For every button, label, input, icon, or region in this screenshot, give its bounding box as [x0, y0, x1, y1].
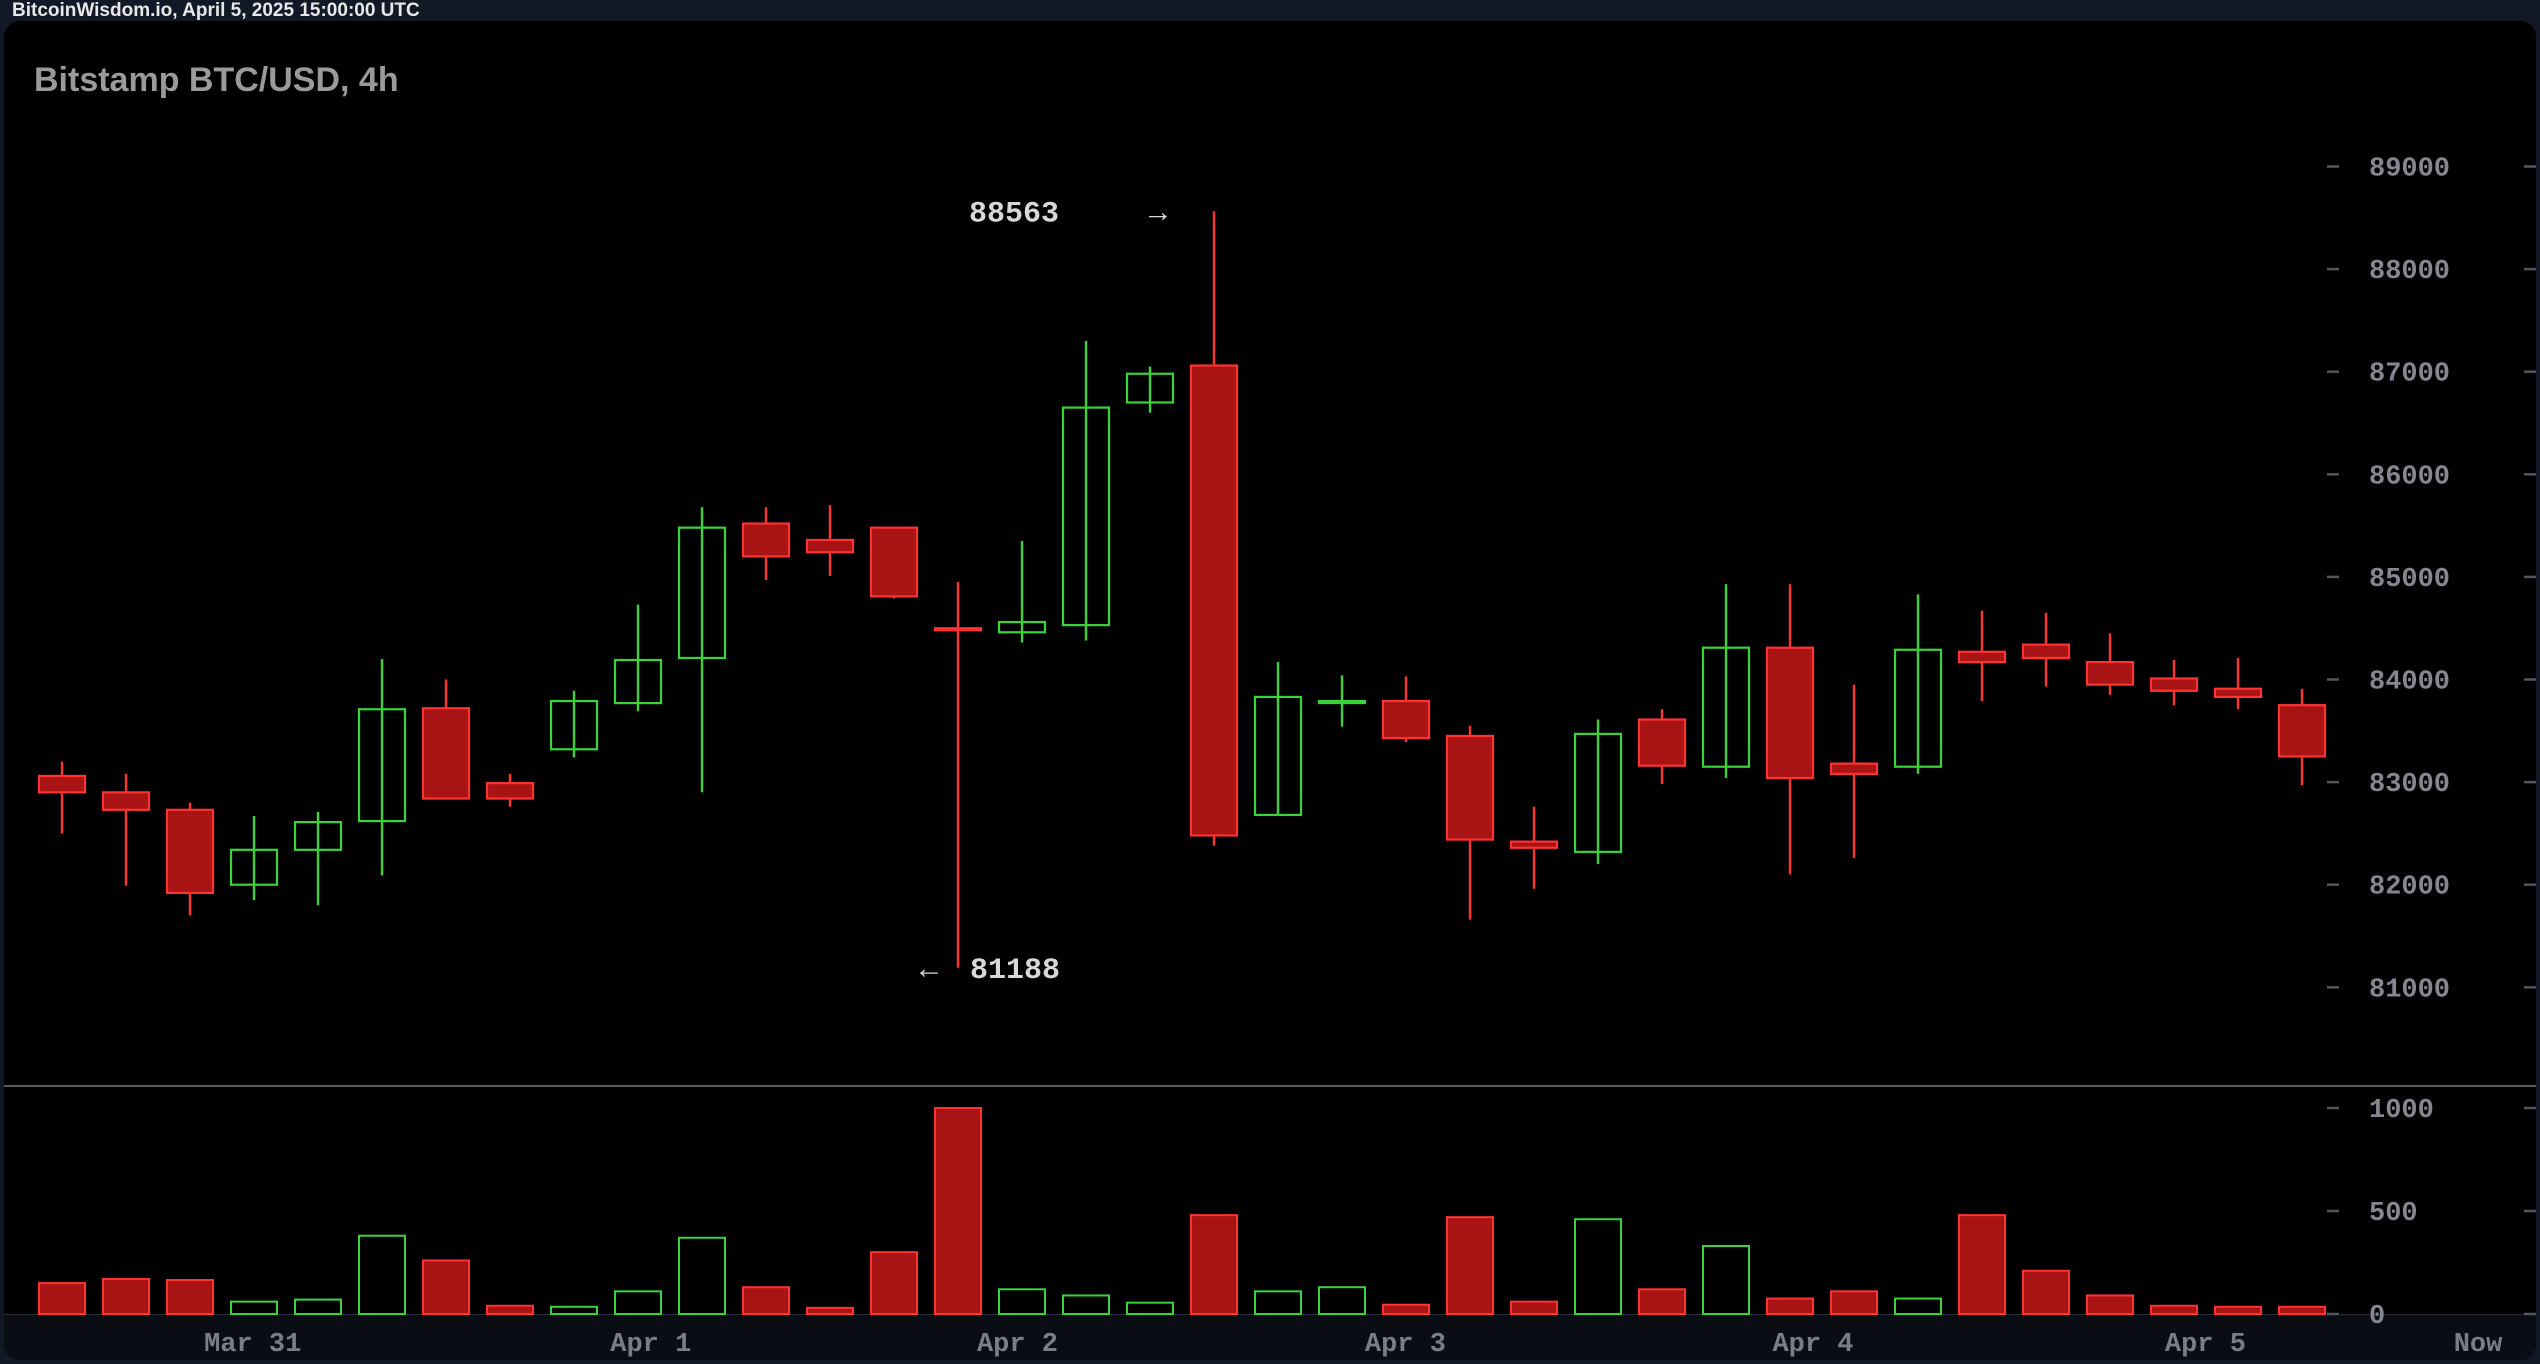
svg-text:→: →: [1149, 197, 1167, 231]
svg-text:Apr 4: Apr 4: [1772, 1330, 1853, 1360]
svg-text:Apr 1: Apr 1: [610, 1330, 691, 1360]
svg-text:84000: 84000: [2369, 668, 2450, 698]
svg-text:89000: 89000: [2369, 155, 2450, 185]
svg-text:Now: Now: [2454, 1330, 2503, 1360]
svg-text:82000: 82000: [2369, 873, 2450, 903]
svg-text:0: 0: [2369, 1302, 2385, 1332]
svg-text:87000: 87000: [2369, 360, 2450, 390]
svg-text:Apr 2: Apr 2: [977, 1330, 1058, 1360]
svg-text:86000: 86000: [2369, 462, 2450, 492]
svg-text:81000: 81000: [2369, 975, 2450, 1005]
svg-text:83000: 83000: [2369, 770, 2450, 800]
svg-text:500: 500: [2369, 1199, 2418, 1229]
svg-text:Apr 3: Apr 3: [1365, 1330, 1446, 1360]
svg-text:88000: 88000: [2369, 257, 2450, 287]
svg-text:85000: 85000: [2369, 565, 2450, 595]
svg-text:81188: 81188: [970, 954, 1060, 988]
svg-text:←: ←: [920, 954, 938, 988]
svg-text:Mar 31: Mar 31: [204, 1330, 301, 1360]
svg-text:Apr 5: Apr 5: [2165, 1330, 2246, 1360]
svg-text:88563: 88563: [969, 197, 1059, 231]
svg-text:1000: 1000: [2369, 1096, 2434, 1126]
